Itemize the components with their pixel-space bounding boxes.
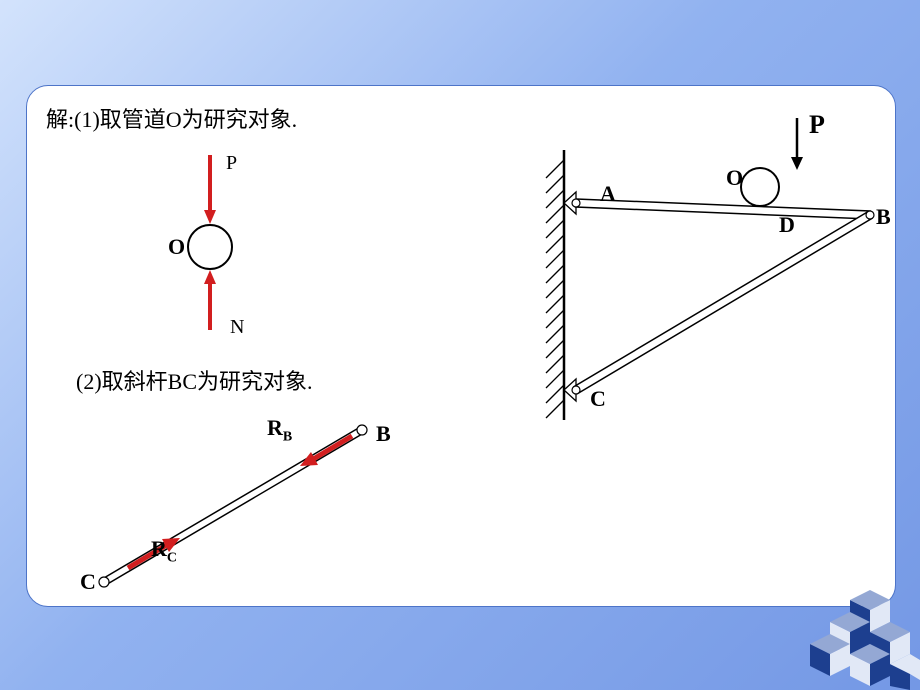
- slide-background: 解:(1)取管道O为研究对象. (2)取斜杆BC为研究对象. O P N C B…: [0, 0, 920, 690]
- corner-cubes-icon: [780, 560, 920, 690]
- label-struct-A: A: [600, 181, 616, 207]
- label-struct-B: B: [876, 204, 891, 230]
- label-struct-P: P: [809, 110, 825, 140]
- label-struct-C: C: [590, 386, 606, 412]
- label-struct-O: O: [726, 165, 743, 191]
- label-struct-D: D: [779, 212, 795, 238]
